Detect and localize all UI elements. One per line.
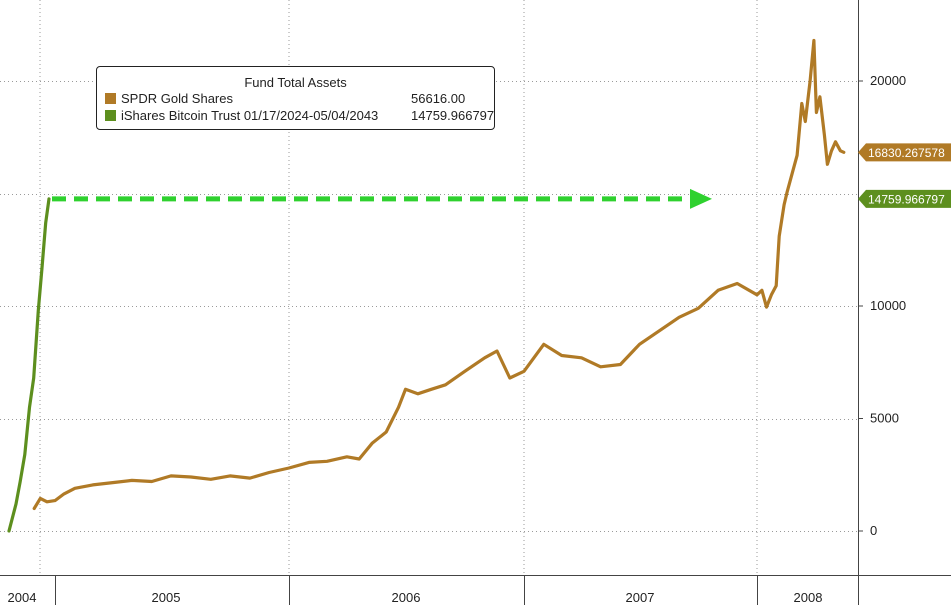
annotation-layer [52,188,712,209]
x-tick-label: 2007 [626,590,655,605]
y-tick-label: 0 [870,523,877,538]
series-line-bitcoin [7,197,51,533]
x-tick-label: 2006 [392,590,421,605]
annotation-arrow-head [690,188,712,209]
last-value-tag-bitcoin: 14759.966797 [858,189,951,208]
legend-label-bitcoin: iShares Bitcoin Trust 01/17/2024-05/04/2… [121,108,379,123]
legend-entry-bitcoin: iShares Bitcoin Trust 01/17/2024-05/04/2… [105,108,494,126]
legend-swatch-gold [105,93,116,104]
legend-title: Fund Total Assets [244,75,347,90]
legend-value-bitcoin: 14759.966797 [411,108,495,123]
x-tick-label: 2004 [8,590,37,605]
legend-swatch-bitcoin [105,110,116,121]
legend-entry-gold: SPDR Gold Shares 56616.00 [105,91,488,109]
last-value-tag-gold-text: 16830.267578 [868,146,945,160]
legend-label-gold: SPDR Gold Shares [121,91,233,106]
legend: Fund Total Assets SPDR Gold Shares 56616… [96,66,495,130]
series-line-gold [32,38,846,511]
last-value-tag-bitcoin-background [858,189,951,208]
y-tick-label: 20000 [870,73,906,88]
last-value-tag-gold-background [858,143,951,162]
x-tick-label: 2005 [152,590,181,605]
x-tick-label: 2008 [794,590,823,605]
y-tick-label: 5000 [870,411,899,426]
legend-value-gold: 56616.00 [411,91,466,106]
y-tick-label: 10000 [870,298,906,313]
last-value-tag-gold: 16830.267578 [858,143,951,162]
series-layer [7,38,846,533]
last-value-tag-bitcoin-text: 14759.966797 [868,192,945,206]
